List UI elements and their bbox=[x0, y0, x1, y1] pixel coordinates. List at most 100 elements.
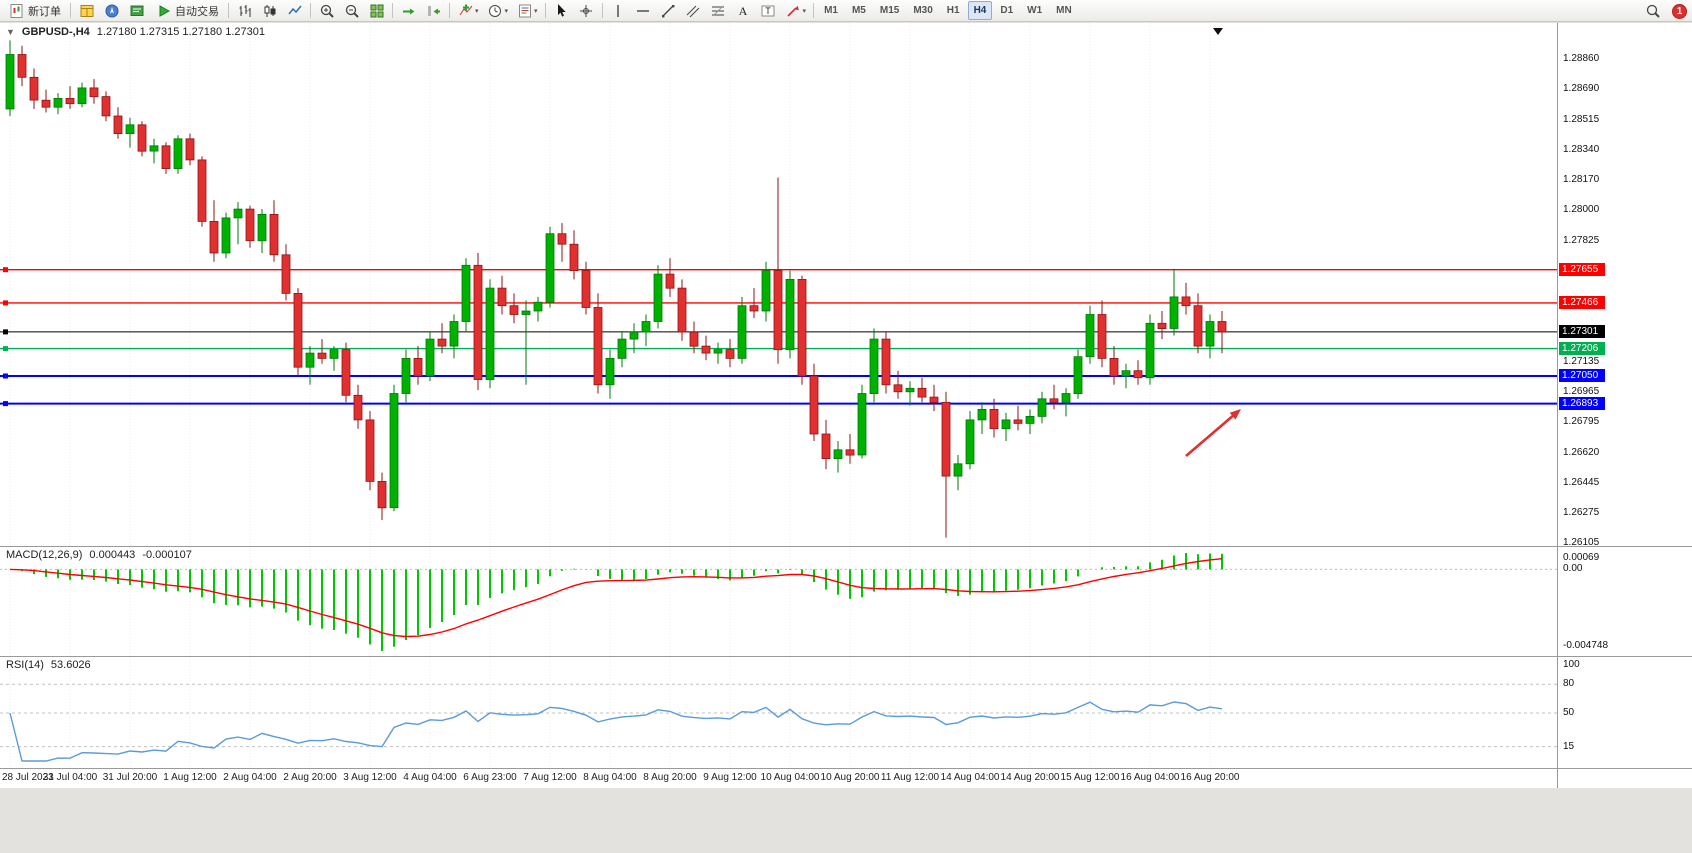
bar-chart-button[interactable] bbox=[233, 1, 256, 20]
macd-panel[interactable]: MACD(12,26,9) 0.000443 -0.000107 bbox=[0, 546, 1692, 656]
auto-trading-label: 自动交易 bbox=[175, 5, 219, 18]
svg-text:T: T bbox=[765, 6, 771, 16]
candle bbox=[893, 370, 903, 399]
timeframe-button-m5[interactable]: M5 bbox=[851, 5, 866, 16]
candle bbox=[281, 244, 291, 301]
time-axis-label: 16 Aug 20:00 bbox=[1180, 772, 1240, 783]
navigator-button[interactable] bbox=[100, 1, 123, 20]
search-button[interactable] bbox=[1641, 2, 1664, 21]
market-watch-icon bbox=[78, 2, 95, 19]
auto-trading-button[interactable]: 自动交易 bbox=[150, 1, 224, 20]
candlestick-chart-button[interactable] bbox=[258, 1, 281, 20]
rsi-panel[interactable]: RSI(14) 53.6026 bbox=[0, 656, 1692, 768]
timeframe-button-h4[interactable]: H4 bbox=[967, 1, 993, 20]
candle bbox=[173, 135, 183, 174]
candle bbox=[197, 156, 207, 227]
horizontal-line-button[interactable] bbox=[632, 1, 655, 20]
chevron-down-icon: ▾ bbox=[802, 7, 807, 15]
candle bbox=[761, 261, 771, 322]
cursor-button[interactable] bbox=[550, 1, 573, 20]
new-order-button[interactable]: 新订单 bbox=[3, 1, 66, 20]
axis-label: 1.27825 bbox=[1563, 234, 1600, 246]
axis-label: 1.28000 bbox=[1563, 204, 1600, 216]
text-label-button[interactable]: T bbox=[757, 1, 780, 20]
text-button[interactable]: A bbox=[732, 1, 755, 20]
crosshair-icon bbox=[578, 2, 595, 19]
candle bbox=[917, 377, 927, 403]
timeframe-button-m15[interactable]: M15 bbox=[879, 5, 900, 16]
time-axis-label: 3 Aug 12:00 bbox=[343, 772, 397, 783]
time-axis-label: 15 Aug 12:00 bbox=[1060, 772, 1120, 783]
chart-shift-button[interactable] bbox=[422, 1, 445, 20]
candle bbox=[401, 349, 411, 403]
candle bbox=[617, 332, 627, 368]
candle bbox=[1181, 282, 1191, 315]
axis-label: 15 bbox=[1563, 740, 1575, 752]
auto-scroll-button[interactable] bbox=[397, 1, 420, 20]
crosshair-button[interactable] bbox=[575, 1, 598, 20]
candle bbox=[605, 349, 615, 399]
vertical-line-icon bbox=[610, 2, 627, 19]
templates-button[interactable]: ▾ bbox=[513, 1, 541, 20]
zoom-out-button[interactable] bbox=[340, 1, 363, 20]
axis-label: 1.26620 bbox=[1563, 446, 1600, 458]
timeframe-button-m1[interactable]: M1 bbox=[824, 5, 838, 16]
arrow-annotation[interactable] bbox=[1185, 409, 1241, 457]
time-axis-label: 31 Jul 04:00 bbox=[42, 772, 98, 783]
timeframe-button-w1[interactable]: W1 bbox=[1027, 5, 1043, 16]
line-chart-button[interactable] bbox=[283, 1, 306, 20]
timeframe-button-d1[interactable]: D1 bbox=[1000, 5, 1014, 16]
toolbar-separator bbox=[392, 3, 393, 18]
main-chart-panel[interactable]: ▼ GBPUSD-,H4 1.27180 1.27315 1.27180 1.2… bbox=[0, 23, 1692, 546]
fibonacci-button[interactable] bbox=[707, 1, 730, 20]
candle bbox=[521, 300, 531, 385]
line-chart-icon bbox=[286, 2, 303, 19]
hline-object[interactable] bbox=[0, 401, 1557, 407]
price-axis[interactable]: 1.28860 1.28690 1.28515 1.28340 1.28170 1.280… bbox=[1557, 23, 1692, 788]
vertical-line-button[interactable] bbox=[607, 1, 630, 20]
arrows-button[interactable]: ▾ bbox=[782, 1, 810, 20]
svg-text:A: A bbox=[739, 4, 748, 18]
candle bbox=[509, 293, 519, 324]
candle bbox=[17, 45, 27, 87]
collapse-arrow-icon[interactable]: ▼ bbox=[6, 27, 15, 37]
auto-trading-icon bbox=[155, 2, 172, 19]
zoom-in-button[interactable] bbox=[315, 1, 338, 20]
candle bbox=[1085, 305, 1095, 364]
time-axis-label: 6 Aug 23:00 bbox=[463, 772, 517, 783]
time-axis-label: 8 Aug 20:00 bbox=[643, 772, 697, 783]
chevron-down-icon: ▾ bbox=[504, 7, 509, 15]
trendline-button[interactable] bbox=[657, 1, 680, 20]
price-badge: 1.27050 bbox=[1559, 369, 1605, 382]
text-label-icon: T bbox=[760, 2, 777, 19]
indicators-button[interactable]: ▾ bbox=[454, 1, 482, 20]
notification-badge[interactable]: 1 bbox=[1672, 3, 1687, 19]
candle bbox=[821, 419, 831, 470]
timeframe-button-h1[interactable]: H1 bbox=[946, 5, 960, 16]
chevron-down-icon: ▾ bbox=[534, 7, 538, 15]
candle bbox=[557, 223, 567, 262]
time-axis[interactable]: 28 Jul 2023 31 Jul 04:00 31 Jul 20:00 1 Aug… bbox=[0, 768, 1692, 788]
periods-button[interactable]: ▾ bbox=[484, 1, 512, 20]
axis-label: 1.26795 bbox=[1563, 415, 1600, 427]
time-axis-label: 9 Aug 12:00 bbox=[703, 772, 757, 783]
timeframe-button-mn[interactable]: MN bbox=[1056, 5, 1072, 16]
candle bbox=[293, 288, 303, 376]
current-bar-marker bbox=[1213, 28, 1223, 35]
candle bbox=[353, 384, 363, 429]
channel-button[interactable] bbox=[682, 1, 705, 20]
rsi-indicator-name: RSI(14) bbox=[6, 659, 44, 671]
terminal-icon bbox=[128, 2, 145, 19]
tile-windows-button[interactable] bbox=[365, 1, 388, 20]
template-icon bbox=[516, 2, 533, 19]
candle bbox=[533, 296, 543, 322]
candle bbox=[161, 142, 171, 174]
candle bbox=[641, 314, 651, 347]
terminal-button[interactable] bbox=[125, 1, 148, 20]
timeframe-button-m30[interactable]: M30 bbox=[913, 5, 933, 16]
market-watch-button[interactable] bbox=[75, 1, 98, 20]
hline-object[interactable] bbox=[0, 373, 1557, 379]
candle bbox=[41, 89, 51, 113]
candle bbox=[233, 202, 243, 245]
candle bbox=[29, 68, 39, 109]
